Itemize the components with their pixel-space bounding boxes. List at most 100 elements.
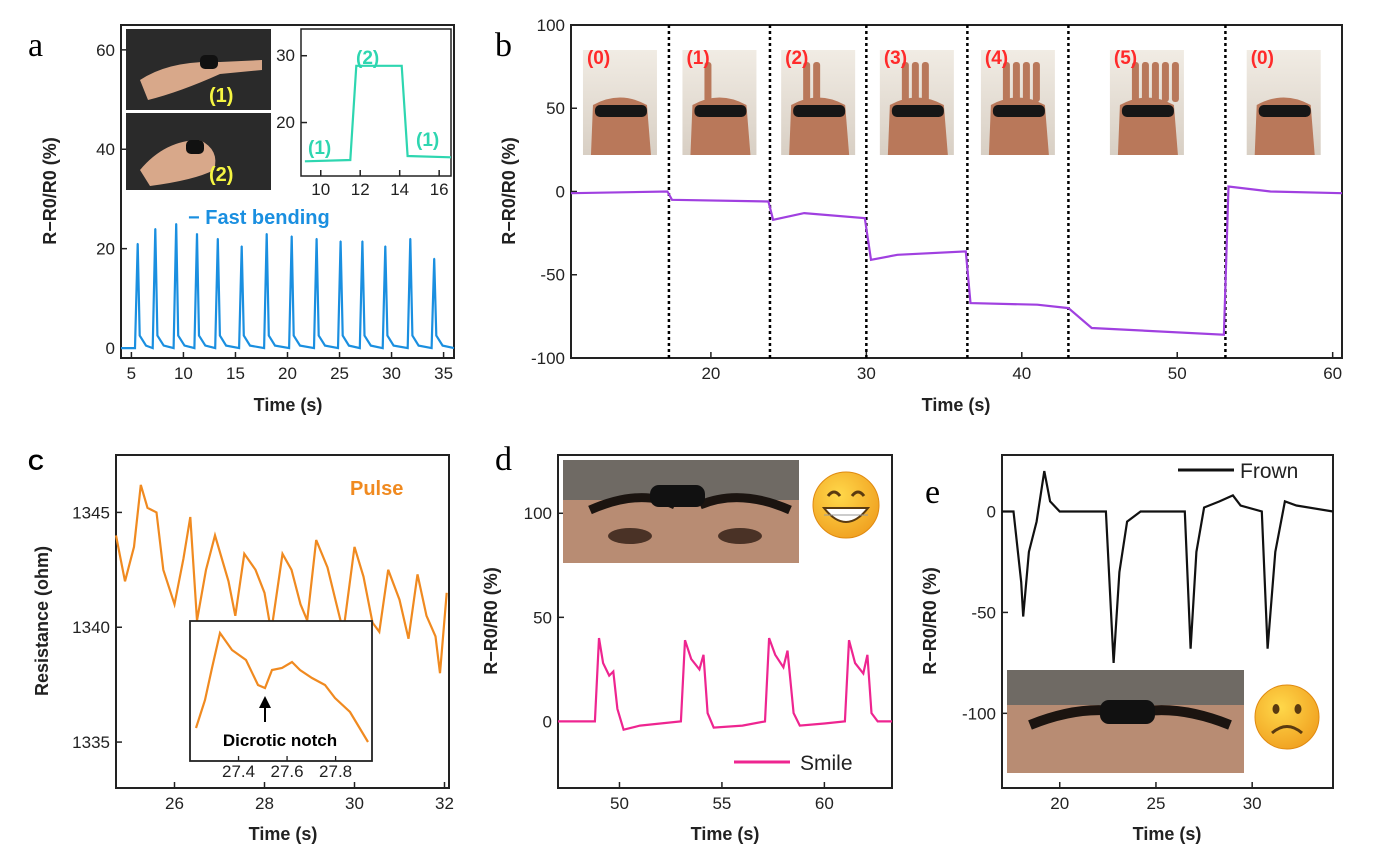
finger-straight-hand [140,60,262,100]
panel-b-state-label: (0) [587,48,610,69]
photo-label-2: (2) [209,164,233,186]
panel-a-peak [290,235,293,238]
panel-c-inset-xtick-label: 27.8 [319,762,352,781]
panel-a-ytick-label: 0 [106,339,115,358]
panel-b-xtick-label: 20 [701,364,720,383]
panel-a-inset-xtick-label: 10 [311,180,330,199]
panel-a-peak [175,223,177,225]
panel-a-inset-series [304,64,452,163]
panel-b-hand-photo [582,50,657,155]
panel-c-ytick-label: 1335 [72,733,110,752]
panel-c-ytick-label: 1340 [72,618,110,637]
panel-a-ytick-label: 60 [96,41,115,60]
panel-a-xtick-label: 30 [382,364,401,383]
panel-b-ytick-label: -50 [540,266,565,285]
panel-d-frame [557,454,893,789]
panel-letter-e: e [925,474,940,511]
panel-a-ylabel: R−R0/R0 (%) [40,137,60,245]
panel-b-xtick-label: 50 [1168,364,1187,383]
panel-b: 20 30 40 50 60 -100 -50 0 50 100 (0) (1) (2) (3) (4) (… [499,16,1343,415]
panel-a-inset-xtick-label: 14 [390,180,409,199]
panel-b-xtick-label: 60 [1323,364,1342,383]
panel-a-peak [265,232,268,235]
panel-a-inset-ytick-label: 20 [276,113,295,132]
panel-b-ytick-label: 0 [556,182,565,201]
panel-a-ytick-label: 40 [96,140,115,159]
panel-a-xtick-label: 15 [226,364,245,383]
panel-c-xlabel: Time (s) [249,824,318,844]
panel-b-state-label: (3) [884,48,907,69]
panel-b-ytick-label: 100 [537,16,565,35]
panel-d-xtick-label: 60 [815,794,834,813]
smile-emoji-icon [812,471,880,539]
notch-annotation: Dicrotic notch [223,731,337,750]
panel-a-inset-ytick-label: 30 [276,46,295,65]
panel-d-ylabel: R−R0/R0 (%) [481,567,501,675]
panel-d-ytick-label: 0 [543,712,552,731]
panel-c-legend: Pulse [350,478,403,500]
panel-c-pulse-series [114,484,448,674]
panel-a-xtick-label: 35 [434,364,453,383]
panel-a-inset-xtick-label: 16 [430,180,449,199]
panel-d-ytick-label: 100 [524,504,552,523]
panel-a-peak [433,257,436,260]
panel-e-xlabel: Time (s) [1133,824,1202,844]
panel-a-ytick-label: 20 [96,240,115,259]
panel-d-xtick-label: 50 [610,794,629,813]
panel-a-inset-xtick-label: 12 [351,180,370,199]
panel-c-inset-xtick-label: 27.6 [271,762,304,781]
panel-e-xtick-label: 30 [1243,794,1262,813]
panel-c-frame [115,454,450,789]
panel-b-hand-photo [682,50,757,155]
panel-c-xtick-label: 26 [165,794,184,813]
panel-e-ylabel: R−R0/R0 (%) [920,567,940,675]
panel-a-peak [240,245,243,247]
panel-a-xtick-label: 20 [278,364,297,383]
panel-b-state-label: (0) [1251,48,1274,69]
panel-b-state-label: (1) [686,48,709,69]
panel-b-xlabel: Time (s) [922,395,991,415]
panel-e-ytick-label: -50 [971,603,996,622]
panel-e: 20 25 30 -100 -50 0 Frown Time (s) R−R0/R0 (%… [920,454,1334,844]
panel-b-hand-photo [781,50,856,155]
panel-d-ytick-label: 50 [533,608,552,627]
panel-a-inset [300,28,452,177]
panel-e-xtick-label: 25 [1146,794,1165,813]
panel-b-ytick-label: -100 [531,349,565,368]
panel-a-peak [154,227,157,230]
panel-letter-b: b [495,27,512,64]
panel-a-peak [339,240,342,243]
panel-letter-d: d [495,441,512,478]
panel-d-xtick-label: 55 [712,794,731,813]
panel-e-ytick-label: 0 [987,502,996,521]
panel-a-peak [216,237,219,240]
panel-c-xtick-label: 28 [255,794,274,813]
panel-a-legend: − Fast bending [188,207,330,229]
panel-a-xlabel: Time (s) [254,395,323,415]
panel-e-legend: Frown [1240,460,1298,483]
panel-d-smile-series [558,637,892,732]
panel-b-xtick-label: 40 [1012,364,1031,383]
panel-a-peak [196,232,198,235]
panel-c-inset [189,620,373,762]
panel-letter-a: a [28,27,43,64]
panel-e-xtick-label: 20 [1050,794,1069,813]
inset-label-2: (2) [356,48,379,69]
panel-d-legend: Smile [800,752,853,775]
panel-c: 26 28 30 32 1335 1340 1345 Pulse Time (s) Resi… [32,454,454,844]
panel-a-peak [361,240,364,243]
panel-e-frown-series [1002,470,1334,663]
panel-a-peak [384,245,387,247]
panel-b-xtick-label: 30 [857,364,876,383]
panel-a-xtick-label: 5 [127,364,136,383]
panel-b-ytick-label: 50 [546,99,565,118]
photo-label-1: (1) [209,85,233,107]
panel-d-xlabel: Time (s) [691,824,760,844]
panel-letter-c: C [28,450,44,475]
panel-b-hand-photo [980,50,1055,155]
panel-e-ytick-label: -100 [962,704,996,723]
panel-a: 5 10 15 20 25 30 35 0 20 40 60 Time (s) R−R0/R0 (%… [40,24,455,415]
panel-a-peak [315,237,318,240]
inset-label-1b: (1) [416,130,439,151]
